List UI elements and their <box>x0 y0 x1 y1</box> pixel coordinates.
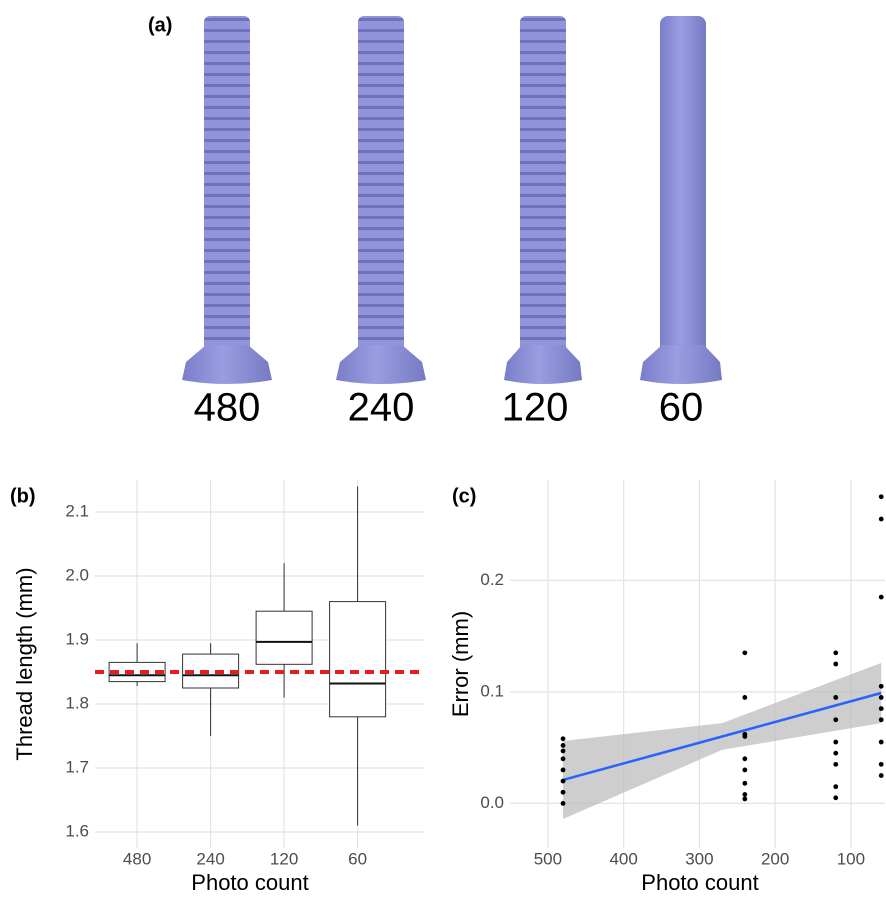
point <box>561 749 566 754</box>
point <box>879 517 884 522</box>
x-tick-label: 100 <box>837 849 865 868</box>
panel-label: (c) <box>452 485 476 507</box>
y-tick-label: 1.6 <box>65 821 89 840</box>
point <box>879 695 884 700</box>
caption: 240 <box>348 386 415 430</box>
point <box>561 743 566 748</box>
point <box>833 662 838 667</box>
x-tick-label: 400 <box>609 849 637 868</box>
point <box>561 801 566 806</box>
screw <box>182 16 272 384</box>
x-tick-label: 60 <box>348 849 367 868</box>
y-tick-label: 0.1 <box>480 681 504 700</box>
point <box>742 734 747 739</box>
caption: 480 <box>194 386 261 430</box>
point <box>742 781 747 786</box>
y-tick-label: 1.7 <box>65 757 89 776</box>
point <box>742 756 747 761</box>
point <box>833 795 838 800</box>
point <box>879 773 884 778</box>
confidence-band <box>563 663 881 819</box>
point <box>833 650 838 655</box>
point <box>742 768 747 773</box>
caption: 120 <box>502 386 569 430</box>
point <box>833 751 838 756</box>
point <box>879 762 884 767</box>
figure: (a) 480 240 120 60 1.6 1.7 1.8 1.9 2.0 2.1 480… <box>0 0 886 898</box>
box <box>330 602 386 717</box>
y-axis-title: Error (mm) <box>448 611 473 717</box>
point <box>742 797 747 802</box>
y-tick-label: 1.9 <box>65 629 89 648</box>
x-axis-title: Photo count <box>641 870 758 895</box>
point <box>561 756 566 761</box>
point <box>879 740 884 745</box>
x-axis-title: Photo count <box>191 870 308 895</box>
point <box>879 717 884 722</box>
point <box>879 684 884 689</box>
panel-label: (a) <box>148 14 172 36</box>
x-tick-label: 480 <box>123 849 151 868</box>
caption: 60 <box>659 386 704 430</box>
point <box>742 695 747 700</box>
point <box>833 717 838 722</box>
y-tick-label: 1.8 <box>65 693 89 712</box>
point <box>879 494 884 499</box>
point <box>833 695 838 700</box>
y-tick-label: 2.0 <box>65 565 89 584</box>
point <box>561 736 566 741</box>
point <box>742 650 747 655</box>
y-tick-label: 0.2 <box>480 570 504 589</box>
point <box>879 706 884 711</box>
y-axis-title: Thread length (mm) <box>12 567 37 760</box>
point <box>742 792 747 797</box>
x-tick-label: 240 <box>196 849 224 868</box>
screw <box>336 16 426 384</box>
screw <box>504 16 582 384</box>
point <box>561 768 566 773</box>
point <box>879 595 884 600</box>
x-tick-label: 200 <box>761 849 789 868</box>
point <box>561 779 566 784</box>
panel-label: (b) <box>10 485 36 507</box>
x-tick-label: 300 <box>685 849 713 868</box>
y-tick-label: 0.0 <box>480 793 504 812</box>
point <box>833 784 838 789</box>
box <box>256 611 312 664</box>
y-tick-label: 2.1 <box>65 501 89 520</box>
screw <box>640 16 722 384</box>
point <box>561 790 566 795</box>
point <box>833 762 838 767</box>
x-tick-label: 500 <box>534 849 562 868</box>
x-tick-label: 120 <box>270 849 298 868</box>
point <box>833 740 838 745</box>
